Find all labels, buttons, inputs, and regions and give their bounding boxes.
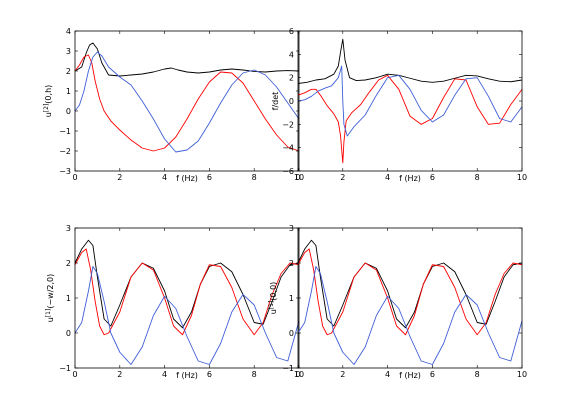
series-line-1 (297, 248, 523, 336)
y-tick-label: 0 (289, 329, 294, 338)
x-tick-label: 10 (517, 370, 527, 379)
y-tick-label: 1 (66, 294, 71, 303)
y-tick-label: −3 (59, 167, 71, 176)
y-tick-label: 3 (66, 224, 71, 233)
y-tick-label: 0 (66, 329, 71, 338)
y-tick-label: 4 (66, 27, 71, 36)
y-tick-label: 2 (289, 74, 294, 83)
series-line-1 (74, 248, 300, 336)
y-axis-label: u[2](0,h) (43, 85, 53, 118)
y-axis-label: u[1](−w/2,0) (45, 274, 55, 322)
series-line-1 (297, 74, 523, 164)
x-tick-label: 8 (252, 173, 257, 182)
x-tick-label: 6 (207, 173, 212, 182)
x-tick-label: 10 (517, 173, 527, 182)
x-tick-label: 6 (430, 173, 435, 182)
y-tick-label: 0 (66, 107, 71, 116)
series-line-2 (74, 51, 300, 153)
y-tick-label: 2 (66, 259, 71, 268)
series-line-2 (297, 266, 523, 365)
x-tick-label: 10 (294, 370, 304, 379)
y-tick-label: 2 (289, 259, 294, 268)
y-axis-label: u[1](0,0) (268, 282, 278, 315)
plot-area: 0 2 4 6 8 10 −3 −2 −1 0 1 2 3 4 (59, 27, 304, 182)
y-tick-label: −4 (282, 144, 294, 153)
y-tick-label: −1 (59, 127, 71, 136)
series-line-2 (297, 65, 523, 137)
y-tick-label: 1 (66, 87, 71, 96)
x-tick-label: 2 (117, 173, 122, 182)
x-tick-label: 2 (340, 370, 345, 379)
x-tick-label: 10 (294, 173, 304, 182)
y-tick-label: −1 (59, 364, 71, 373)
x-axis-label: f (Hz) (399, 371, 421, 380)
x-tick-label: 6 (207, 370, 212, 379)
series-line-2 (74, 266, 300, 365)
x-tick-label: 8 (252, 370, 257, 379)
series-line-1 (74, 54, 300, 152)
y-tick-label: −6 (282, 167, 294, 176)
x-tick-label: 2 (117, 370, 122, 379)
y-tick-label: 3 (66, 47, 71, 56)
x-axis-label: f (Hz) (176, 371, 198, 380)
y-tick-label: −1 (282, 364, 294, 373)
x-tick-label: 8 (475, 173, 480, 182)
x-axis-label: f (Hz) (399, 174, 421, 183)
series-line-0 (74, 42, 300, 77)
series-line-0 (297, 38, 523, 84)
y-tick-label: −2 (282, 120, 294, 129)
y-tick-label: 0 (289, 97, 294, 106)
y-tick-label: 2 (66, 67, 71, 76)
x-tick-label: 8 (475, 370, 480, 379)
y-tick-label: 1 (289, 294, 294, 303)
x-tick-label: 4 (385, 370, 390, 379)
y-axis-label: f/det (271, 92, 280, 111)
x-tick-label: 0 (295, 173, 300, 182)
subplot-top-left: 0 2 4 6 8 10 −3 −2 −1 0 1 2 3 4 f (Hz) u[2](0,h) (43, 27, 304, 183)
x-tick-label: 6 (430, 370, 435, 379)
x-tick-label: 0 (295, 370, 300, 379)
x-tick-label: 2 (340, 173, 345, 182)
y-tick-label: 6 (289, 27, 294, 36)
y-tick-label: −2 (59, 147, 71, 156)
y-tick-label: 4 (289, 50, 294, 59)
x-tick-label: 4 (385, 173, 390, 182)
x-tick-label: 0 (72, 173, 77, 182)
x-axis-label: f (Hz) (176, 174, 198, 183)
y-tick-label: 3 (289, 224, 294, 233)
x-tick-label: 4 (162, 370, 167, 379)
x-tick-label: 4 (162, 173, 167, 182)
x-tick-label: 0 (72, 370, 77, 379)
